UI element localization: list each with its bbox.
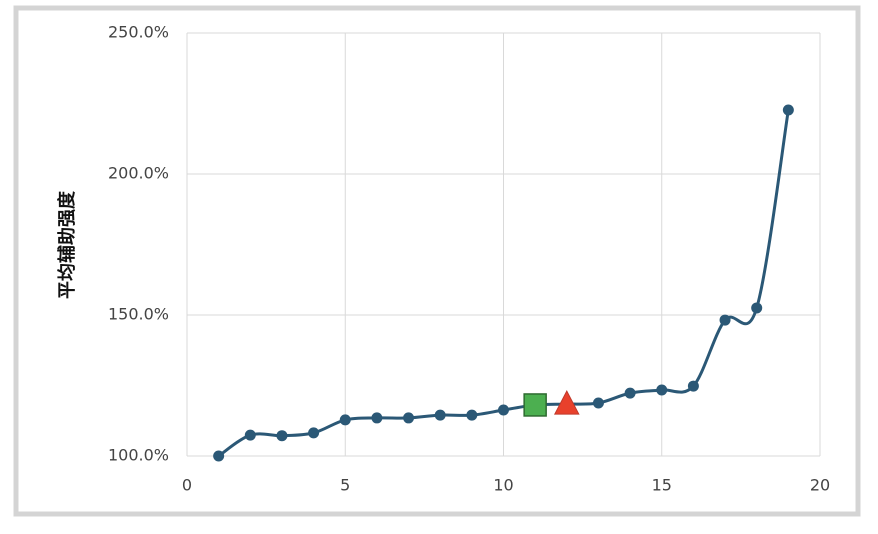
point-marker xyxy=(371,412,383,424)
point-marker xyxy=(751,302,763,314)
point-marker xyxy=(403,412,415,424)
x-tick-label: 20 xyxy=(810,476,830,495)
point-marker xyxy=(244,429,256,441)
point-marker xyxy=(687,380,699,392)
y-tick-label: 150.0% xyxy=(108,305,169,324)
point-marker xyxy=(339,414,351,426)
x-tick-label: 15 xyxy=(652,476,672,495)
chart-frame xyxy=(13,5,861,517)
point-marker xyxy=(624,387,636,399)
point-marker xyxy=(213,450,225,462)
point-marker xyxy=(523,393,547,417)
point-marker xyxy=(719,314,731,326)
x-tick-label: 0 xyxy=(182,476,192,495)
point-marker xyxy=(592,397,604,409)
y-axis-title: 平均辅助强度 xyxy=(56,190,78,299)
point-marker xyxy=(308,427,320,439)
point-marker xyxy=(434,409,446,421)
point-marker xyxy=(498,404,509,416)
y-tick-label: 100.0% xyxy=(108,446,169,465)
x-tick-label: 5 xyxy=(340,476,350,495)
y-tick-label: 200.0% xyxy=(108,164,169,183)
y-tick-label: 250.0% xyxy=(108,23,169,42)
point-marker xyxy=(656,384,668,396)
point-marker xyxy=(276,430,288,442)
point-marker xyxy=(782,104,794,116)
point-marker xyxy=(466,409,478,421)
point-marker xyxy=(553,390,580,415)
x-tick-label: 10 xyxy=(493,476,513,495)
